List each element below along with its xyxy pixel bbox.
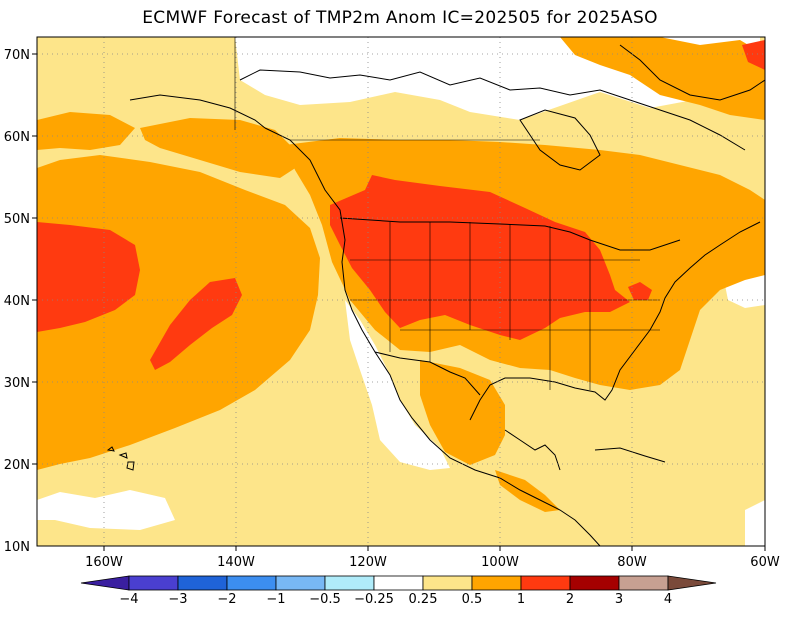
lat-label: 30N: [4, 376, 30, 391]
colorbar-label: 3: [615, 592, 623, 607]
colorbar: [80, 575, 717, 591]
white-region-atlantic: [725, 270, 765, 308]
colorbar-swatch: [275, 575, 326, 591]
lat-label: 20N: [4, 458, 30, 473]
greenland-coast: [619, 44, 765, 101]
longitude-labels: 160W 140W 120W 100W 80W 60W: [85, 555, 780, 570]
coastline-hudson: [519, 109, 601, 171]
red-region-greenland-tip: [742, 40, 765, 70]
orange-region-alaska: [140, 118, 300, 178]
hawaii-islands: [106, 446, 135, 471]
colorbar-swatch: [422, 575, 473, 591]
colorbar-swatch: [569, 575, 620, 591]
colorbar-label: 4: [664, 592, 672, 607]
lon-label: 160W: [85, 555, 123, 570]
colorbar-swatch: [471, 575, 522, 591]
map-frame: [36, 36, 766, 547]
coastlines: [129, 44, 765, 546]
colorbar-arrow-high: [667, 575, 717, 591]
lon-label: 100W: [481, 555, 519, 570]
orange-region-alaska-coast: [37, 112, 135, 150]
colorbar-swatch: [373, 575, 424, 591]
colorbar-label: −2: [217, 592, 236, 607]
colorbar-swatch: [618, 575, 669, 591]
chart-title: ECMWF Forecast of TMP2m Anom IC=202505 f…: [142, 8, 658, 28]
cuba: [594, 447, 666, 463]
lat-label: 60N: [4, 130, 30, 145]
coastline-alaska: [129, 94, 266, 129]
white-region-caribbean-tip: [745, 500, 765, 546]
colorbar-swatch: [177, 575, 228, 591]
white-region-pacific-coast: [345, 300, 450, 470]
lon-label: 120W: [349, 555, 387, 570]
coastline-gulf: [469, 221, 761, 421]
lon-label: 140W: [217, 555, 255, 570]
colorbar-label: 0.25: [409, 592, 438, 607]
colorbar-label: −1: [266, 592, 285, 607]
border-us-canada: [339, 217, 681, 251]
orange-region-mexico: [420, 360, 505, 465]
coastline-arctic: [239, 69, 746, 151]
anomaly-field: [37, 37, 765, 546]
colorbar-label: −0.25: [354, 592, 394, 607]
lon-label: 60W: [750, 555, 780, 570]
colorbar-label: 0.5: [462, 592, 483, 607]
colorbar-label: 2: [566, 592, 574, 607]
coastline-yucatan: [504, 429, 561, 471]
axis-ticks: [32, 53, 766, 551]
colorbar-labels: −4 −3 −2 −1 −0.5 −0.25 0.25 0.5 1 2 3 4: [119, 592, 672, 607]
red-region-north-pacific: [37, 222, 140, 332]
colorbar-label: −4: [119, 592, 138, 607]
colorbar-label: 1: [517, 592, 525, 607]
lat-label: 70N: [4, 48, 30, 63]
colorbar-label: −3: [168, 592, 187, 607]
colorbar-swatch: [128, 575, 179, 591]
red-region-mid-pacific: [150, 278, 242, 370]
colorbar-arrow-low: [80, 575, 130, 591]
state-borders: [234, 37, 660, 390]
lat-label: 50N: [4, 212, 30, 227]
red-region-small-pa: [628, 282, 652, 300]
colorbar-label: −0.5: [309, 592, 341, 607]
lon-label: 80W: [617, 555, 647, 570]
colorbar-swatch: [520, 575, 571, 591]
coastline-west: [264, 127, 601, 546]
red-region-us-west-central: [330, 175, 630, 340]
lat-label: 10N: [4, 540, 30, 555]
lat-label: 40N: [4, 294, 30, 309]
colorbar-swatch: [226, 575, 277, 591]
latitude-labels: 70N 60N 50N 40N 30N 20N 10N: [4, 48, 30, 555]
colorbar-swatch: [324, 575, 375, 591]
white-region-south-pacific: [37, 490, 175, 530]
border-us-mexico: [374, 351, 481, 396]
